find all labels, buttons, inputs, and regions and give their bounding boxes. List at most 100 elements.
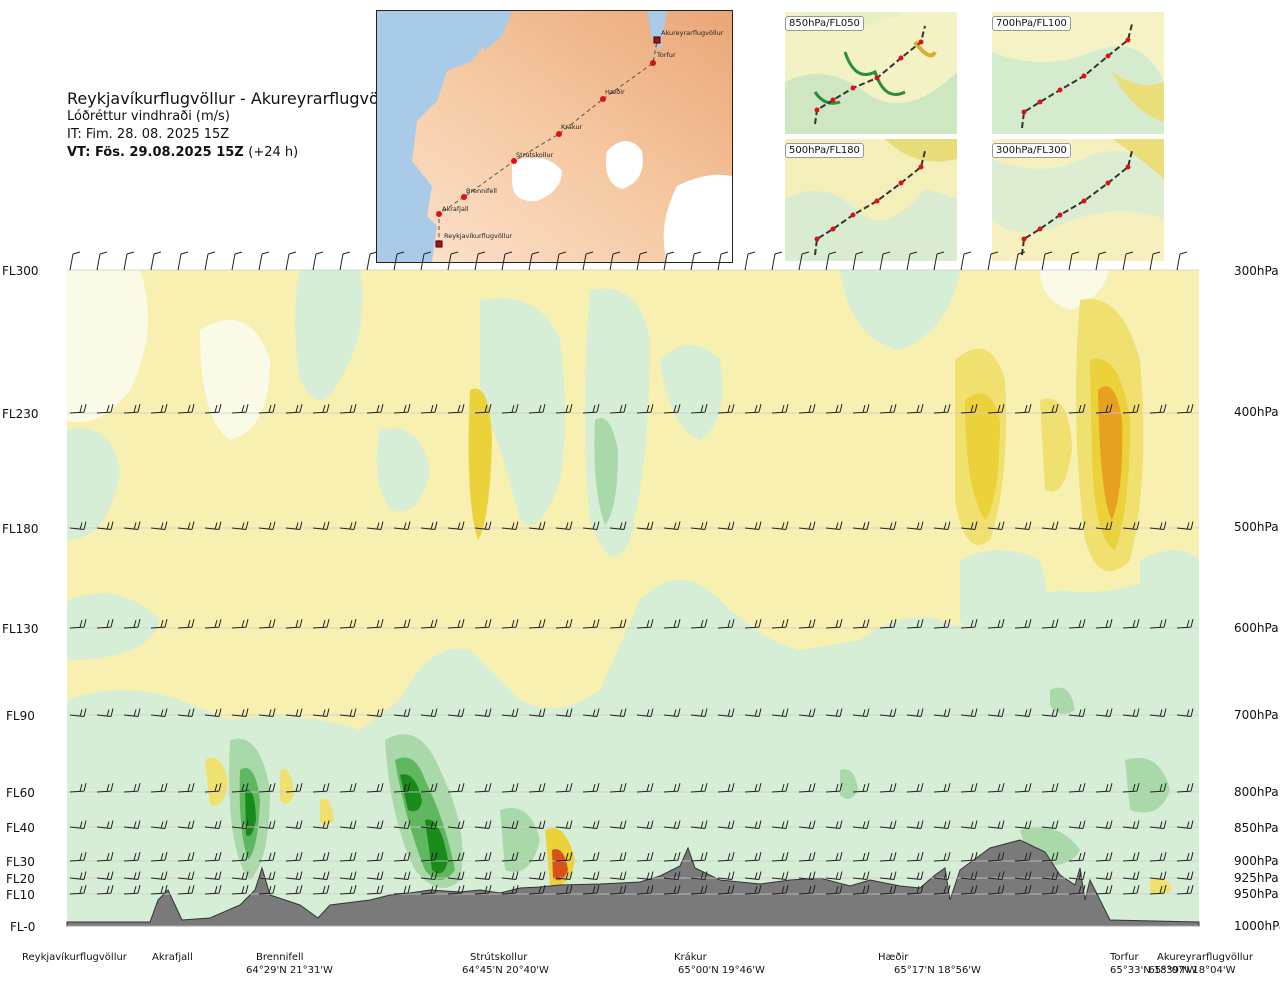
wind-barb [609,708,627,717]
wind-barb [933,820,951,829]
wind-barb [96,619,114,629]
wind-barb [339,521,357,530]
fl-label-fl300: FL300 [2,264,39,278]
wind-barb [933,521,951,530]
inset-map-300 [992,139,1164,261]
wind-barb [609,404,627,414]
wind-barb [1014,619,1032,629]
wind-barb [717,404,735,414]
wind-barb [366,783,384,793]
valid-offset: (+24 h) [248,145,299,160]
waypoint-marker-strutskollur [511,158,517,164]
wind-barb [906,871,924,880]
wind-barb [123,404,141,414]
p-label-300: 300hPa [1234,264,1279,278]
wind-barb [393,404,411,414]
wind-barb [933,619,951,629]
wind-barb [285,251,297,271]
wind-barb [204,619,222,629]
waypoint-marker-reykjavik [435,240,443,248]
wind-barb [1149,871,1167,880]
wind-barb [690,783,708,793]
wind-barb [285,619,303,629]
wind-barb [609,820,627,829]
wind-barb [258,708,276,717]
wind-barb [852,871,870,880]
wind-barb [96,521,114,530]
wind-barb [393,708,411,717]
fl-label-fl180: FL180 [2,522,39,536]
wind-barb [717,619,735,629]
wind-barb [1041,619,1059,629]
wind-barb [1095,871,1113,880]
wind-barb [1149,783,1167,793]
map-label-akrafjall: Akrafjall [442,205,469,213]
wind-barb [447,820,465,829]
wind-barb [1095,783,1113,793]
wind-barb [1176,783,1194,793]
wind-barb [609,783,627,793]
wind-barb [582,708,600,717]
wind-barb [285,885,303,895]
wind-barb [636,783,654,793]
wind-barb [177,521,195,530]
wind-barb [582,871,600,880]
wind-barb [690,708,708,717]
wind-barb [69,708,87,717]
wind-barb [204,871,222,880]
wind-barb [1149,619,1167,629]
wind-barb [852,783,870,793]
inset-map-500 [785,139,957,261]
wind-barb [609,619,627,629]
wind-barb [879,708,897,717]
wind-barb [231,521,249,530]
wind-barb [501,619,519,629]
wind-barb [420,251,432,271]
route-waypoints [435,36,661,248]
wind-barb [1068,820,1086,829]
wind-barb [150,251,162,271]
wind-barb [474,619,492,629]
wind-barb [663,885,681,895]
wind-barb [258,521,276,530]
wind-barb [1122,783,1140,793]
wind-barb [771,708,789,717]
wind-barb [1014,708,1032,717]
wind-barb [1014,871,1032,880]
wind-barb [474,852,492,862]
wind-barb [501,885,519,895]
waypoint-marker-brennifell [461,194,467,200]
wind-barb [339,251,351,271]
loc-coord-akureyri: 65°39'N 18°04'W [1149,965,1236,976]
wind-barb [1149,404,1167,414]
wind-barb [150,404,168,414]
wind-barb [339,852,357,862]
wind-barb [1041,885,1059,895]
wind-barb [528,251,540,271]
wind-barb [798,783,816,793]
wind-barb [1068,404,1086,414]
wind-barb [1122,820,1140,829]
wind-barb [231,885,249,895]
wind-barb [717,820,735,829]
field-light-green [67,270,1199,926]
inset-map-850 [785,12,957,134]
wind-barb [906,521,924,530]
wind-barb [1041,871,1059,880]
wind-barb [771,871,789,880]
wind-barb [420,783,438,793]
loc-coord-strutskollur: 64°45'N 20°40'W [462,965,549,976]
wind-barb [744,871,762,880]
wind-barb [1176,404,1194,414]
wind-barb [1068,871,1086,880]
wind-barb [987,708,1005,717]
wind-barb [366,521,384,530]
wind-barb [231,708,249,717]
inset-label-700: 700hPa/FL100 [992,16,1071,31]
p-label-400: 400hPa [1234,405,1279,419]
wind-barb [879,852,897,862]
wind-barb [1041,783,1059,793]
wind-barb [960,885,978,895]
wind-barb [1068,251,1080,271]
wind-barb [825,871,843,880]
